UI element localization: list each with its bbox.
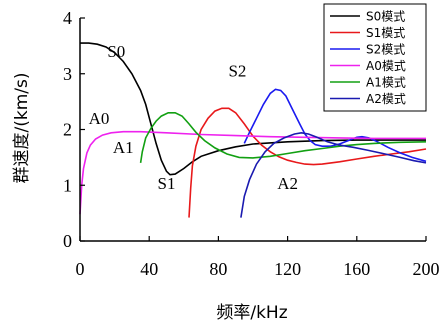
y-axis-title: 群速度/(km/s) bbox=[12, 73, 32, 184]
x-tick-label: 40 bbox=[140, 259, 158, 279]
curves-layer bbox=[79, 42, 427, 218]
x-tick-label: 0 bbox=[76, 259, 85, 279]
legend-entry-label: S2模式 bbox=[366, 43, 405, 57]
legend-entry-label: A1模式 bbox=[366, 76, 406, 90]
y-tick-label: 1 bbox=[63, 175, 72, 195]
curve-label-a2: A2 bbox=[277, 174, 298, 193]
series-line-a0 bbox=[79, 130, 426, 215]
ticks-layer: 0 40 80 120 160 200 0 1 2 3 4 bbox=[63, 8, 440, 279]
x-tick-label: 200 bbox=[413, 259, 440, 279]
legend-entry-label: S1模式 bbox=[366, 26, 405, 40]
series-line-a1 bbox=[139, 112, 427, 164]
y-tick-label: 3 bbox=[63, 64, 72, 84]
legend-entry-label: A0模式 bbox=[366, 59, 406, 73]
curve-label-a0: A0 bbox=[89, 109, 110, 128]
curve-label-s0: S0 bbox=[107, 42, 125, 61]
x-tick-label: 80 bbox=[209, 259, 227, 279]
series-line-a2 bbox=[240, 131, 427, 218]
curve-label-s2: S2 bbox=[228, 62, 246, 81]
x-axis-title: 频率/kHz bbox=[216, 303, 287, 323]
series-line-s2 bbox=[243, 88, 427, 163]
curve-label-s1: S1 bbox=[158, 174, 176, 193]
series-line-s1 bbox=[188, 107, 427, 218]
series-line-s0 bbox=[80, 42, 426, 176]
y-tick-label: 4 bbox=[63, 8, 72, 28]
y-tick-label: 2 bbox=[63, 120, 72, 140]
curve-label-a1: A1 bbox=[113, 138, 134, 157]
legend: S0模式 S1模式 S2模式 A0模式 A1模式 A2模式 bbox=[323, 3, 427, 112]
y-tick-label: 0 bbox=[63, 231, 72, 251]
x-tick-label: 160 bbox=[343, 259, 370, 279]
legend-entry-label: A2模式 bbox=[366, 92, 406, 106]
x-tick-label: 120 bbox=[274, 259, 301, 279]
legend-entry-label: S0模式 bbox=[366, 10, 405, 24]
legend-box bbox=[323, 3, 427, 112]
